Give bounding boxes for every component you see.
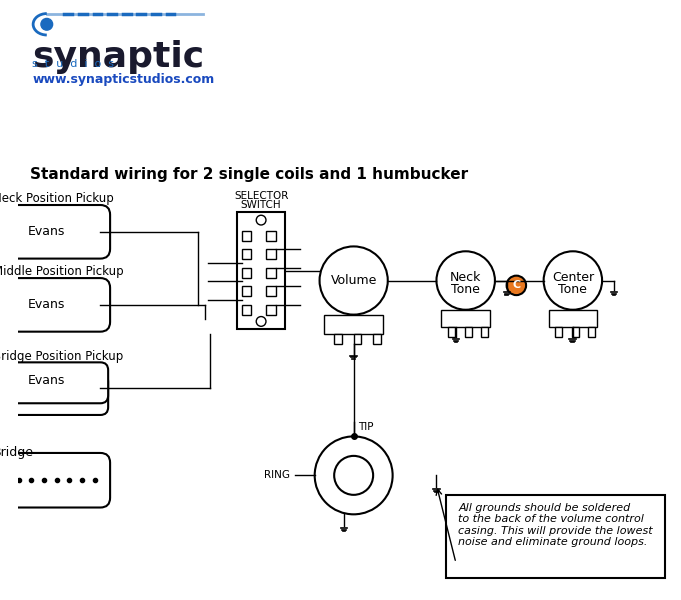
Text: Middle Position Pickup: Middle Position Pickup [0,265,124,278]
Circle shape [507,275,526,295]
Bar [266,250,276,259]
Bar [464,327,471,337]
Text: RING: RING [264,470,290,481]
Bar [324,314,383,334]
Bar [266,305,276,314]
Bar [242,231,251,241]
Bar [242,268,251,278]
Text: SELECTOR: SELECTOR [234,191,288,200]
Bar [481,327,488,337]
Text: www.synapticstudios.com: www.synapticstudios.com [32,73,215,86]
Text: SWITCH: SWITCH [241,200,281,211]
Bar [237,212,285,329]
Text: Tone: Tone [452,283,480,296]
Bar [353,334,362,344]
Bar [242,305,251,314]
Text: Evans: Evans [28,226,65,238]
Bar [572,327,579,337]
Bar [555,327,562,337]
Text: Neck: Neck [450,271,481,284]
Bar [242,286,251,296]
Bar [266,286,276,296]
Bar [373,334,381,344]
Bar [441,310,490,327]
Bar [448,327,455,337]
Bar [334,334,342,344]
Bar [266,231,276,241]
Text: Bridge Position Pickup: Bridge Position Pickup [0,350,123,364]
Circle shape [41,19,52,30]
Text: Standard wiring for 2 single coils and 1 humbucker: Standard wiring for 2 single coils and 1… [30,167,469,182]
FancyBboxPatch shape [0,278,110,332]
Bar [588,327,595,337]
FancyBboxPatch shape [446,495,665,578]
Text: Bridge: Bridge [0,446,34,459]
Text: TIP: TIP [358,422,374,431]
Bar [548,310,597,327]
Text: Center: Center [552,271,594,284]
Text: synaptic: synaptic [32,40,204,74]
FancyBboxPatch shape [0,453,110,508]
Text: All grounds should be soldered
to the back of the volume control
casing. This wi: All grounds should be soldered to the ba… [458,503,653,547]
FancyBboxPatch shape [0,374,108,415]
Bar [266,268,276,278]
FancyBboxPatch shape [0,205,110,259]
Text: C: C [512,280,520,290]
Text: Tone: Tone [558,283,587,296]
Bar [242,250,251,259]
Text: Volume: Volume [330,274,377,287]
Text: Evans: Evans [28,298,65,311]
Text: Evans: Evans [28,374,65,388]
Text: s  t  u  d  i  o  s: s t u d i o s [32,59,114,70]
FancyBboxPatch shape [0,362,108,403]
Text: Neck Position Pickup: Neck Position Pickup [0,191,114,205]
